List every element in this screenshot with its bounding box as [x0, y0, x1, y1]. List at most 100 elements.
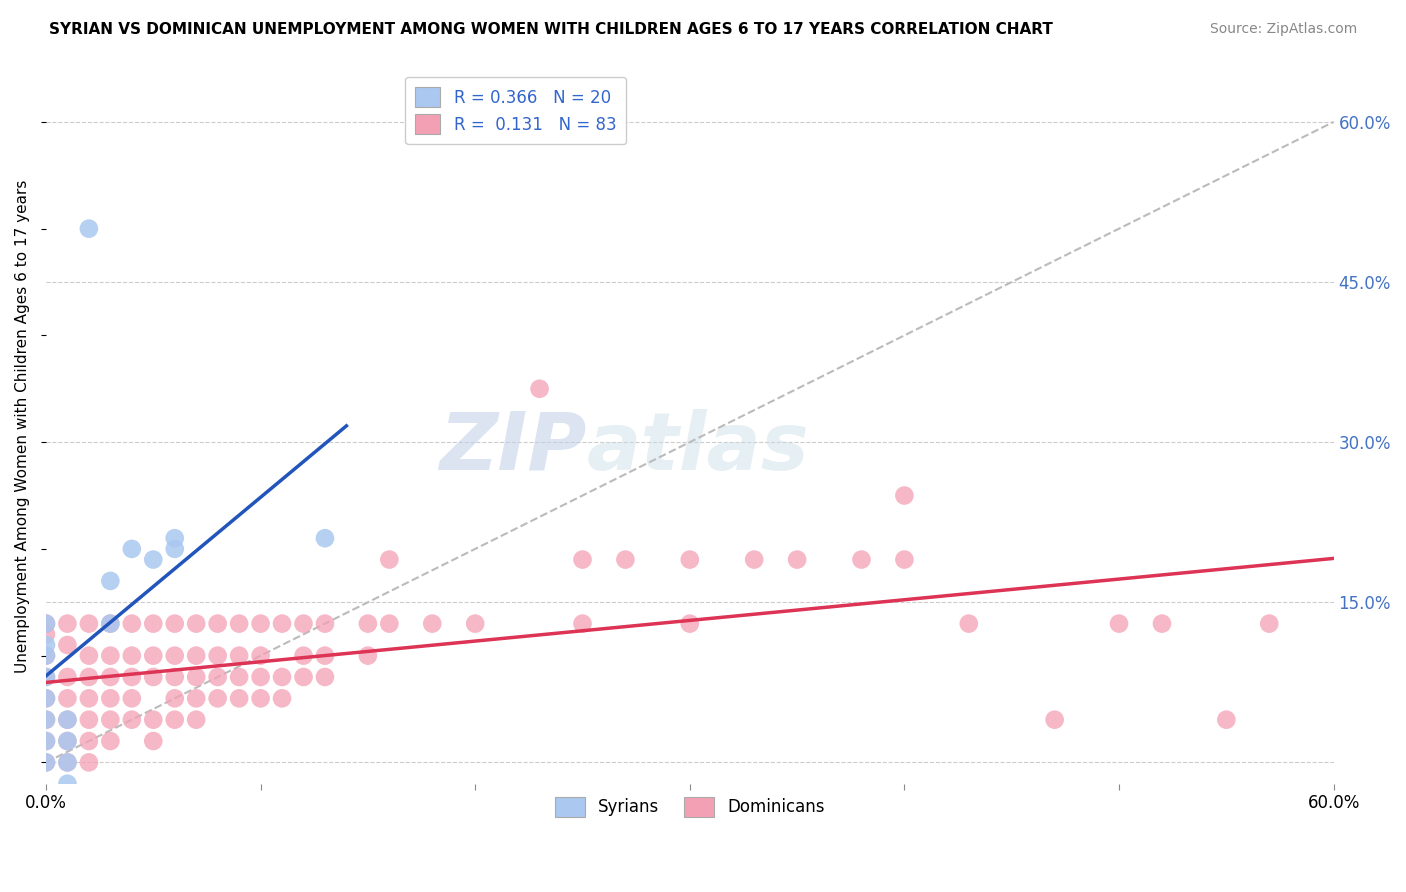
Point [249, 648, 271, 663]
Point [121, 670, 143, 684]
Point [207, 616, 229, 631]
Text: Source: ZipAtlas.com: Source: ZipAtlas.com [1209, 22, 1357, 37]
Point [98, 574, 121, 588]
Legend: Syrians, Dominicans: Syrians, Dominicans [547, 789, 834, 825]
Point [163, 713, 186, 727]
Point [35, 713, 58, 727]
Point [378, 552, 401, 566]
Point [207, 670, 229, 684]
Point [35, 691, 58, 706]
Point [77, 670, 100, 684]
Point [77, 648, 100, 663]
Point [56, 713, 79, 727]
Point [314, 616, 336, 631]
Point [249, 691, 271, 706]
Point [249, 670, 271, 684]
Point [851, 552, 873, 566]
Point [98, 648, 121, 663]
Point [56, 616, 79, 631]
Point [77, 691, 100, 706]
Point [98, 734, 121, 748]
Point [121, 691, 143, 706]
Point [314, 670, 336, 684]
Point [292, 670, 315, 684]
Point [77, 713, 100, 727]
Point [742, 552, 765, 566]
Point [142, 648, 165, 663]
Point [163, 616, 186, 631]
Point [357, 648, 380, 663]
Point [163, 670, 186, 684]
Point [56, 777, 79, 791]
Point [614, 552, 637, 566]
Point [56, 638, 79, 652]
Point [98, 691, 121, 706]
Point [142, 670, 165, 684]
Point [98, 670, 121, 684]
Point [1150, 616, 1173, 631]
Point [35, 756, 58, 770]
Point [292, 616, 315, 631]
Text: ZIP: ZIP [440, 409, 586, 486]
Point [77, 616, 100, 631]
Point [1043, 713, 1066, 727]
Point [529, 382, 551, 396]
Point [228, 691, 250, 706]
Point [98, 616, 121, 631]
Point [35, 648, 58, 663]
Point [56, 691, 79, 706]
Point [679, 552, 702, 566]
Point [98, 713, 121, 727]
Point [571, 616, 593, 631]
Point [186, 616, 208, 631]
Point [35, 734, 58, 748]
Point [957, 616, 980, 631]
Point [271, 691, 294, 706]
Point [1215, 713, 1237, 727]
Point [786, 552, 808, 566]
Point [35, 616, 58, 631]
Point [56, 670, 79, 684]
Point [249, 616, 271, 631]
Point [271, 670, 294, 684]
Point [163, 541, 186, 556]
Point [121, 541, 143, 556]
Point [77, 221, 100, 235]
Point [357, 616, 380, 631]
Point [1108, 616, 1130, 631]
Point [186, 648, 208, 663]
Point [98, 616, 121, 631]
Point [121, 616, 143, 631]
Point [56, 713, 79, 727]
Point [464, 616, 486, 631]
Point [228, 648, 250, 663]
Point [35, 670, 58, 684]
Point [186, 691, 208, 706]
Point [56, 734, 79, 748]
Point [77, 756, 100, 770]
Point [142, 616, 165, 631]
Point [571, 552, 593, 566]
Point [186, 713, 208, 727]
Point [35, 734, 58, 748]
Point [292, 648, 315, 663]
Point [35, 627, 58, 641]
Point [56, 756, 79, 770]
Point [893, 489, 915, 503]
Point [142, 713, 165, 727]
Point [121, 648, 143, 663]
Point [56, 756, 79, 770]
Point [35, 670, 58, 684]
Point [679, 616, 702, 631]
Point [56, 734, 79, 748]
Point [163, 691, 186, 706]
Point [142, 734, 165, 748]
Point [314, 648, 336, 663]
Point [271, 616, 294, 631]
Point [35, 648, 58, 663]
Text: SYRIAN VS DOMINICAN UNEMPLOYMENT AMONG WOMEN WITH CHILDREN AGES 6 TO 17 YEARS CO: SYRIAN VS DOMINICAN UNEMPLOYMENT AMONG W… [49, 22, 1053, 37]
Point [35, 691, 58, 706]
Point [207, 691, 229, 706]
Point [893, 552, 915, 566]
Point [1258, 616, 1281, 631]
